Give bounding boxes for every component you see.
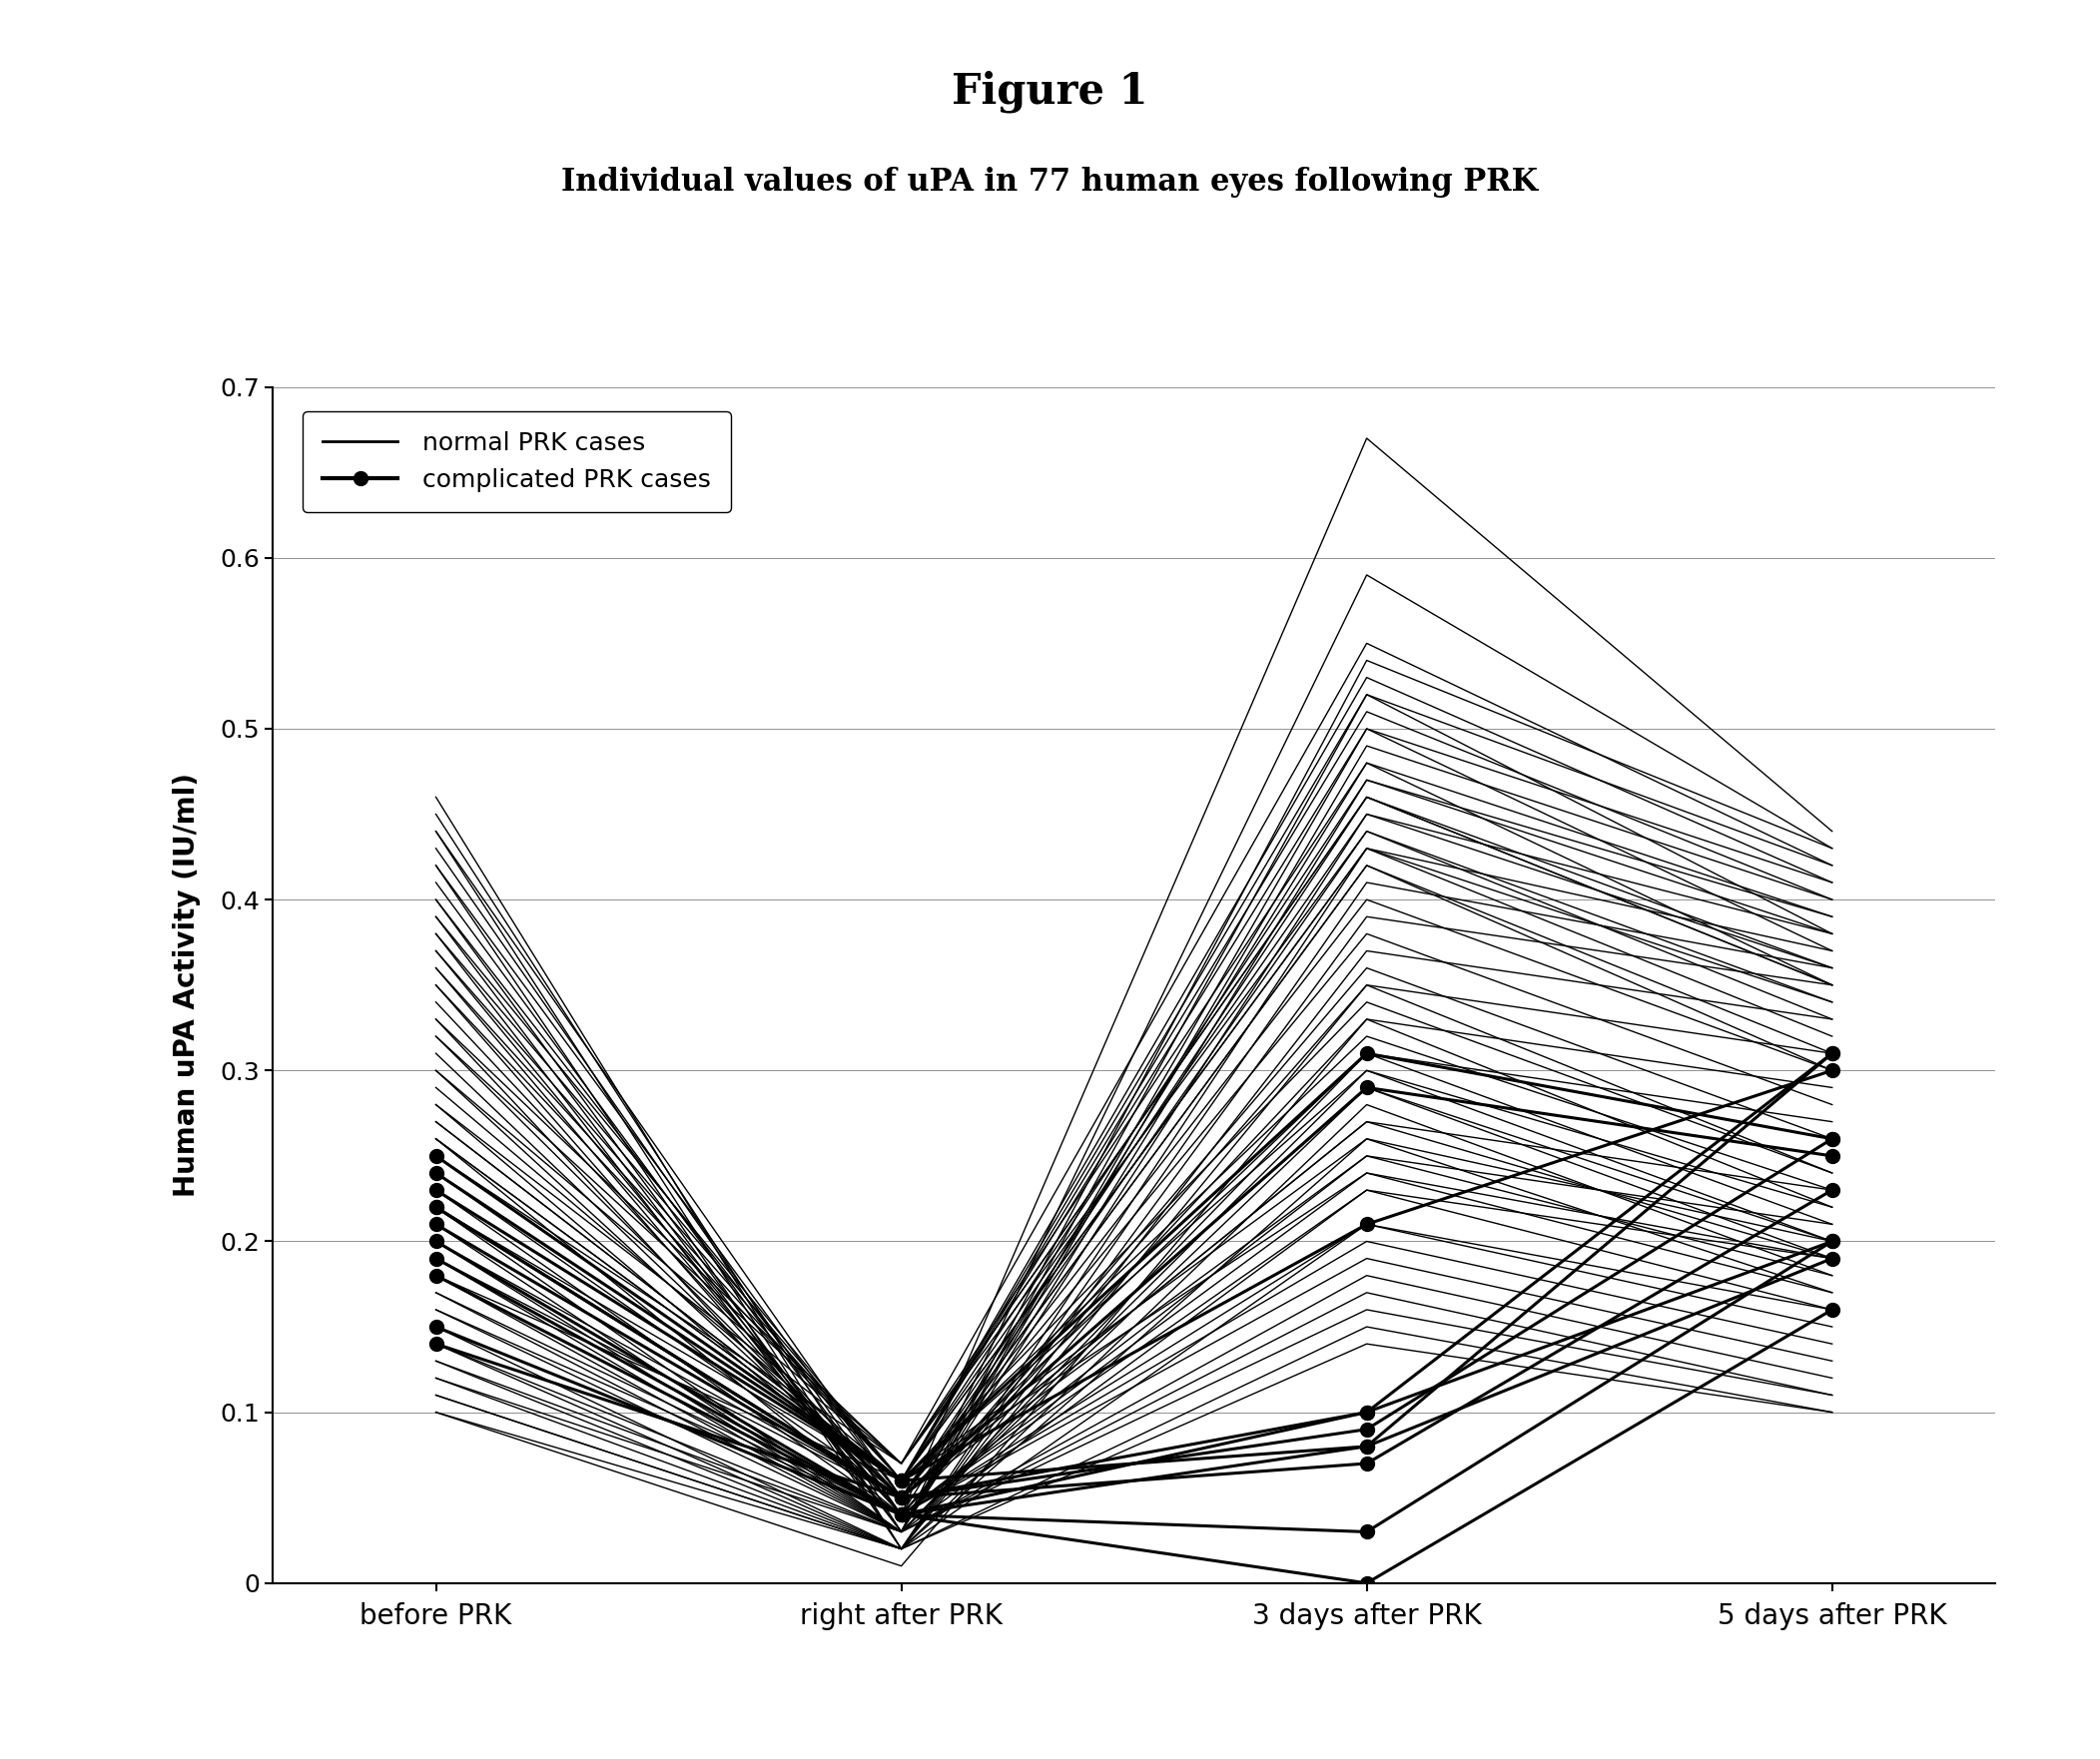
Text: Individual values of uPA in 77 human eyes following PRK: Individual values of uPA in 77 human eye… [561, 167, 1539, 199]
Y-axis label: Human uPA Activity (IU/ml): Human uPA Activity (IU/ml) [172, 772, 202, 1198]
Legend: normal PRK cases, complicated PRK cases: normal PRK cases, complicated PRK cases [302, 412, 731, 512]
Text: Figure 1: Figure 1 [951, 70, 1149, 113]
